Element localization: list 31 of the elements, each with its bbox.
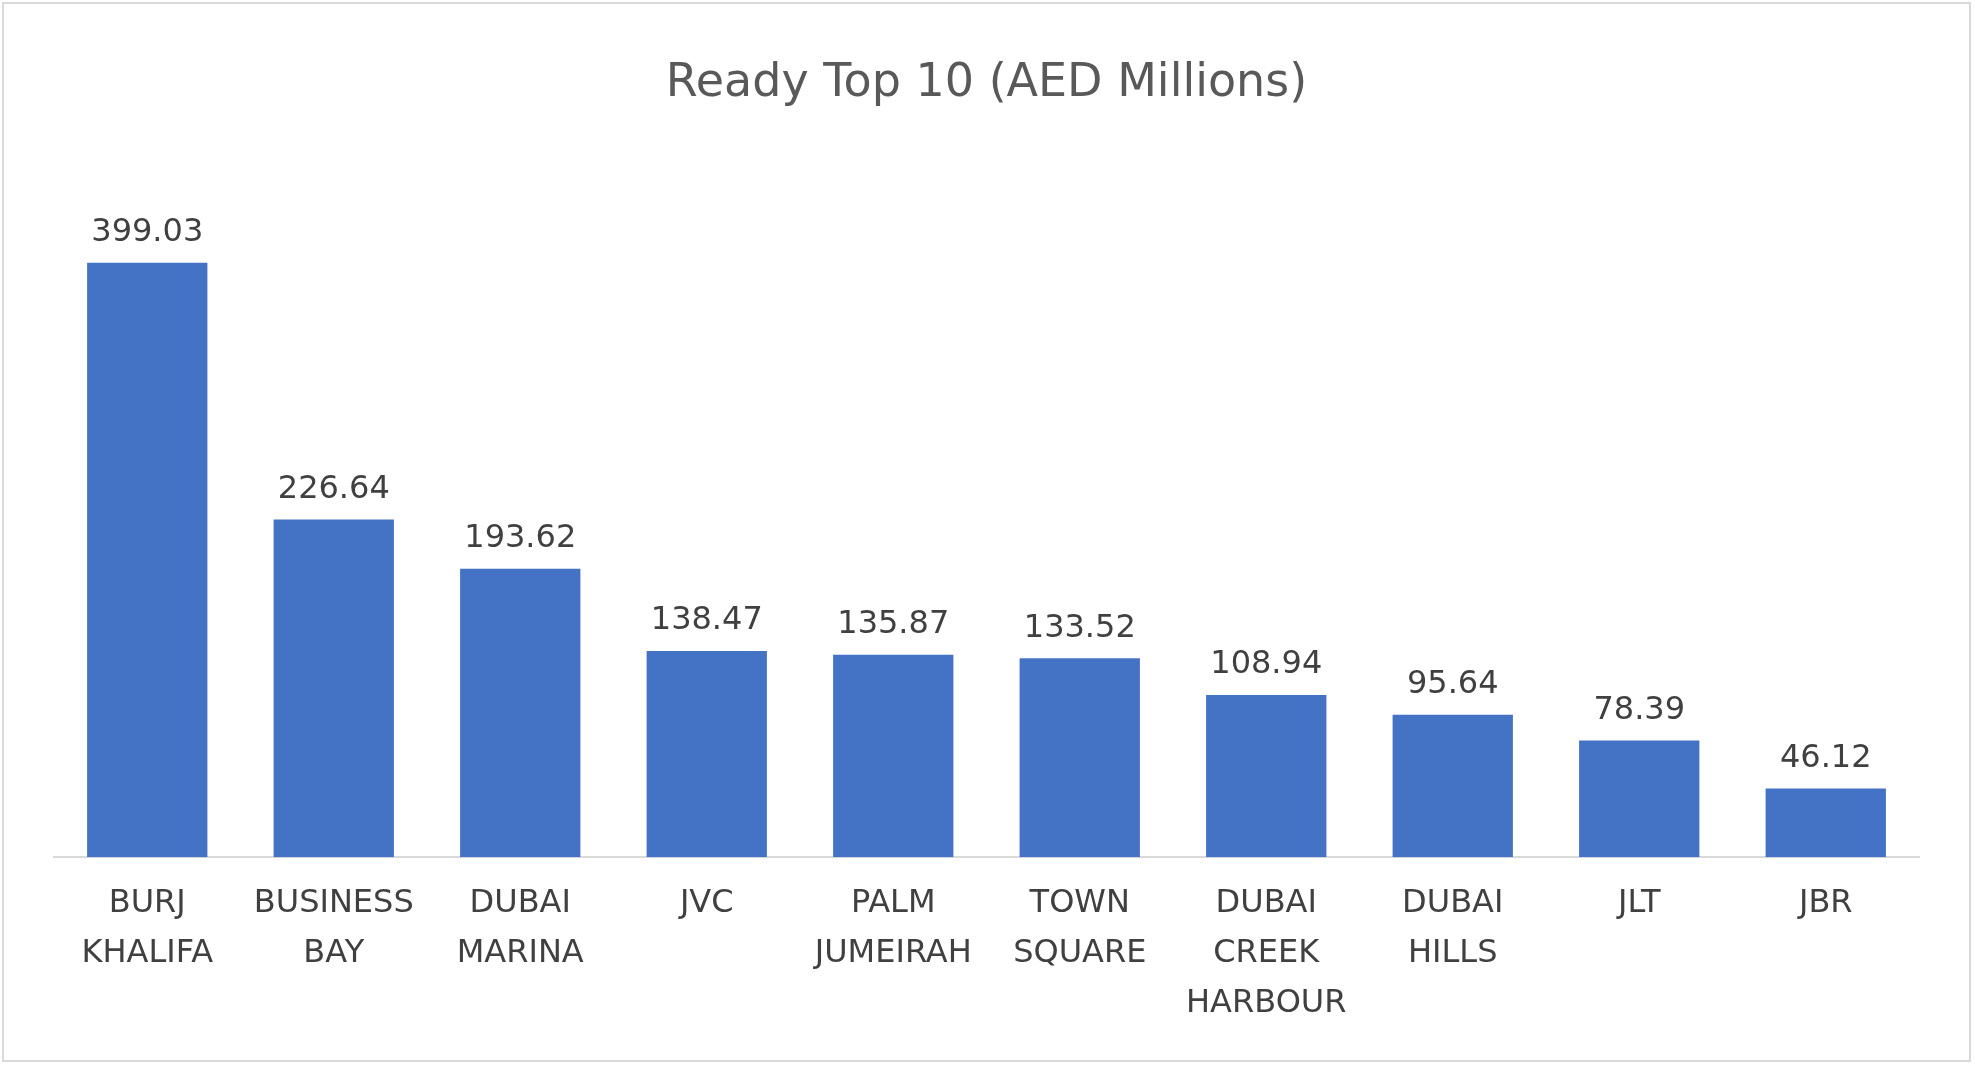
x-tick-label: DUBAI MARINA — [456, 882, 584, 970]
x-tick-label: PALM JUMEIRAH — [812, 882, 972, 970]
data-label: 399.03 — [91, 210, 204, 249]
data-label: 193.62 — [464, 517, 577, 556]
x-tick-label: JBR — [1796, 882, 1853, 921]
x-tick-label: TOWN SQUARE — [1013, 882, 1147, 970]
data-label: 135.87 — [837, 603, 950, 642]
bar — [273, 519, 394, 858]
bar — [1206, 694, 1327, 858]
bar — [1579, 740, 1700, 858]
bar — [833, 654, 954, 858]
x-tick-label: JVC — [677, 882, 734, 921]
x-tick-label: BURJ KHALIFA — [81, 882, 214, 970]
data-label: 138.47 — [650, 599, 763, 638]
bar — [87, 262, 208, 858]
data-label: 108.94 — [1210, 643, 1323, 682]
bar — [460, 568, 581, 858]
x-tick-label: BUSINESS BAY — [253, 882, 414, 970]
data-label: 226.64 — [277, 467, 390, 506]
bar — [646, 650, 767, 858]
x-tick-label: JLT — [1616, 882, 1661, 921]
bar — [1765, 788, 1886, 858]
bar — [1019, 658, 1140, 858]
bar — [1392, 714, 1513, 858]
x-tick-label: DUBAI CREEK HARBOUR — [1186, 882, 1347, 1020]
chart-title: Ready Top 10 (AED Millions) — [665, 52, 1308, 107]
data-label: 133.52 — [1023, 606, 1136, 645]
x-tick-label: DUBAI HILLS — [1402, 882, 1504, 970]
data-label: 78.39 — [1593, 688, 1686, 727]
data-label: 95.64 — [1406, 663, 1499, 702]
data-label: 46.12 — [1779, 736, 1872, 775]
